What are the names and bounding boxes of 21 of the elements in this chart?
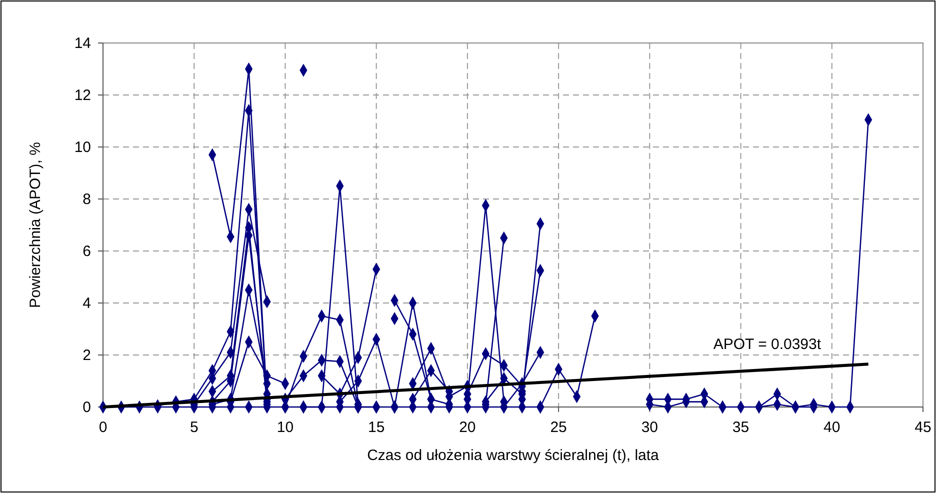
y-tick-label: 0 bbox=[82, 399, 91, 416]
x-tick-label: 10 bbox=[276, 419, 294, 436]
y-tick-label: 4 bbox=[82, 295, 91, 312]
x-tick-label: 35 bbox=[732, 419, 750, 436]
x-tick-label: 45 bbox=[914, 419, 932, 436]
y-tick-label: 14 bbox=[74, 35, 91, 52]
x-tick-label: 30 bbox=[641, 419, 658, 436]
x-tick-label: 0 bbox=[98, 419, 108, 436]
y-tick-label: 8 bbox=[82, 191, 91, 208]
x-tick-label: 20 bbox=[459, 419, 476, 436]
x-tick-label: 5 bbox=[190, 419, 198, 436]
x-axis-title: Czas od ułożenia warstwy ścieralnej (t), lata bbox=[367, 447, 660, 464]
x-tick-label: 40 bbox=[824, 419, 840, 436]
y-tick-label: 12 bbox=[74, 87, 91, 104]
y-tick-label: 6 bbox=[82, 243, 91, 260]
annotation: APOT = 0.0393t bbox=[713, 336, 822, 353]
y-axis-title: Powierzchnia (APOT), % bbox=[27, 142, 44, 308]
x-tick-label: 15 bbox=[368, 419, 385, 436]
y-tick-label: 2 bbox=[82, 347, 91, 364]
y-tick-label: 10 bbox=[74, 139, 91, 156]
x-tick-label: 25 bbox=[550, 419, 567, 436]
